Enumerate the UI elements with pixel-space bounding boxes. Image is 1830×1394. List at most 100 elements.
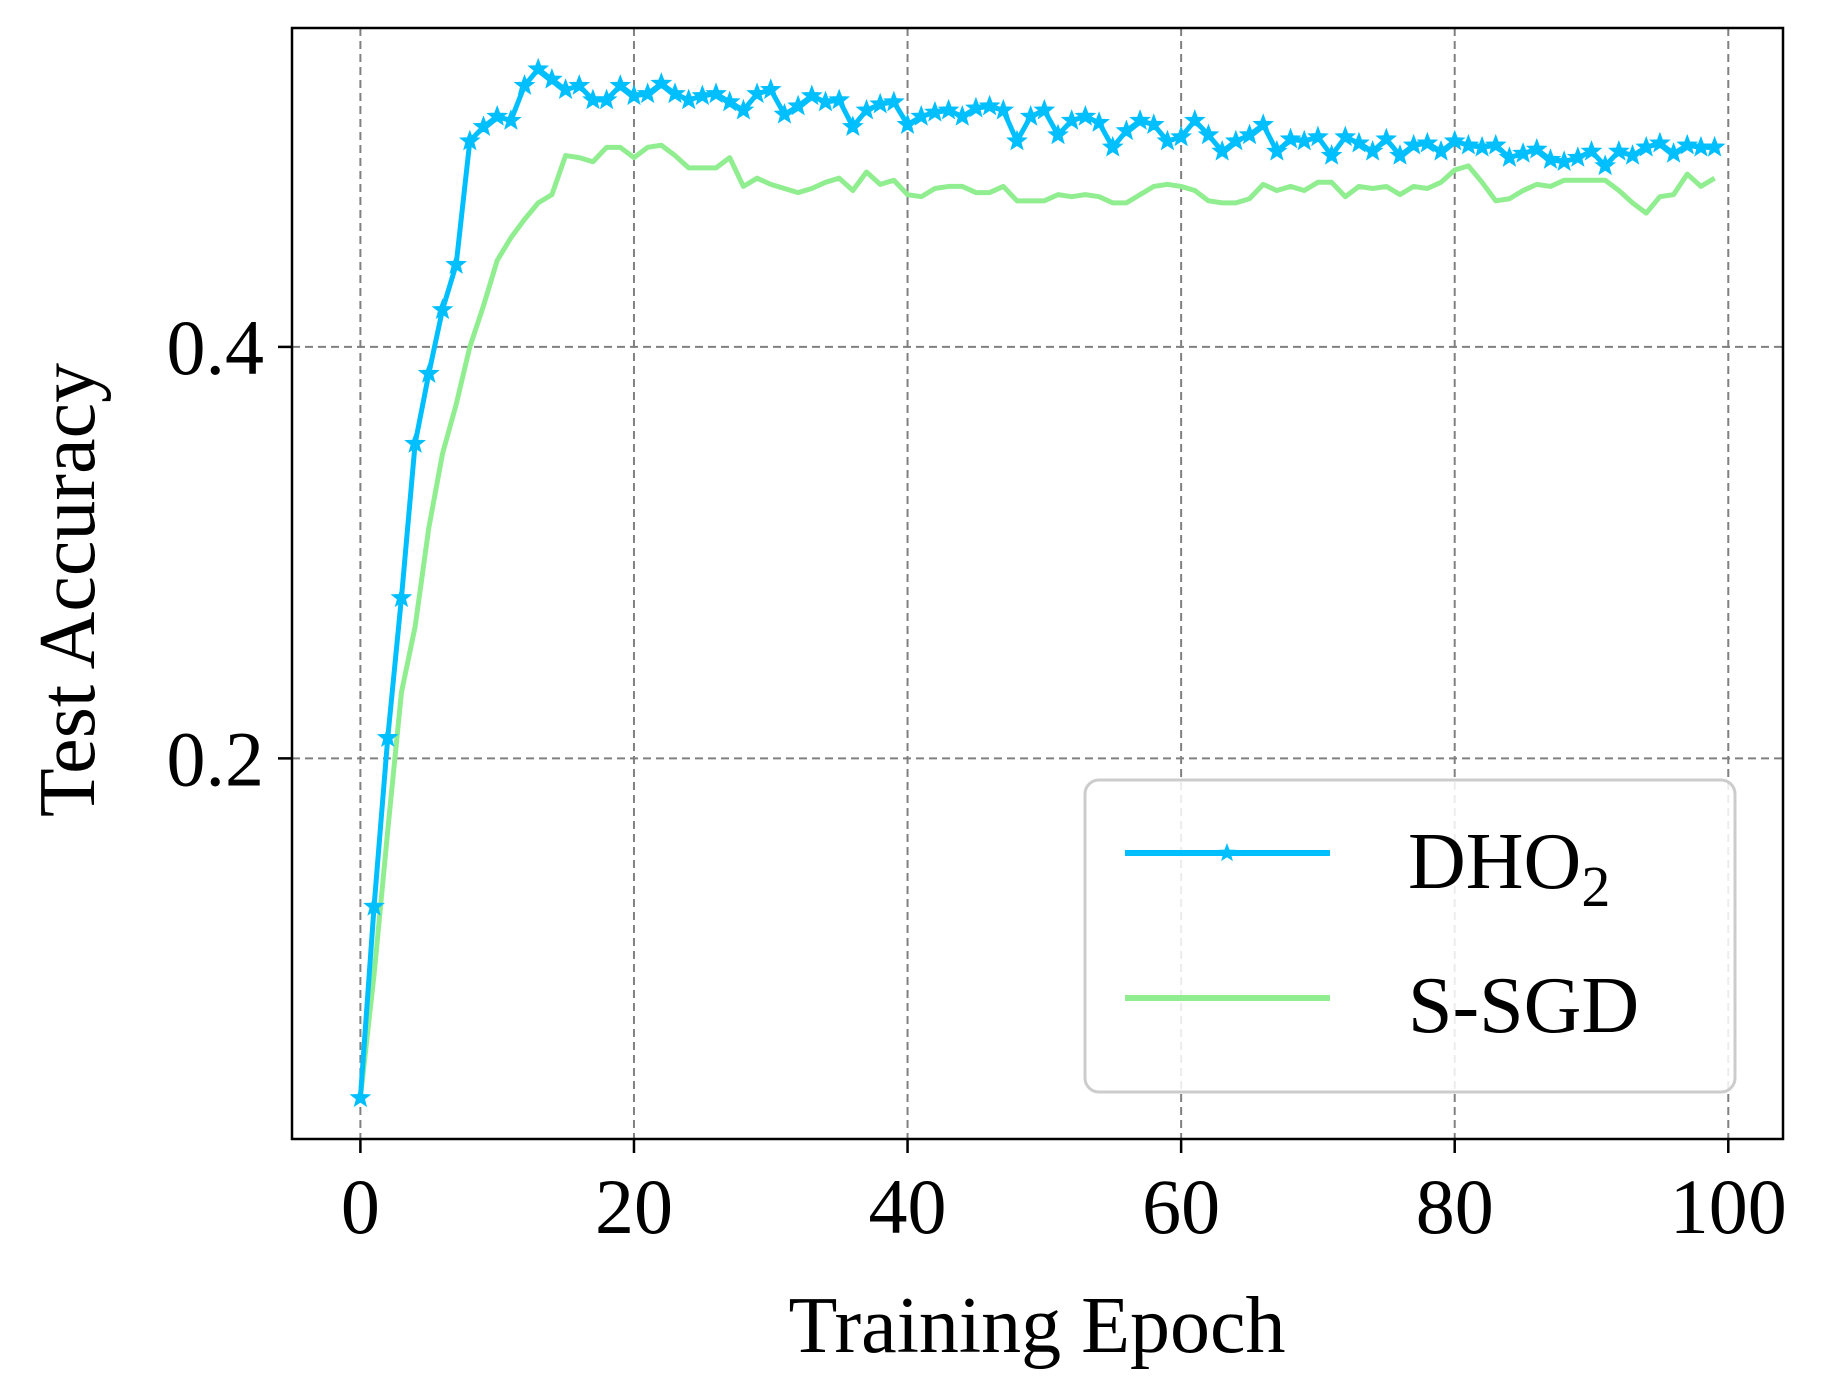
data-point-dho2 xyxy=(445,253,468,274)
data-point-dho2 xyxy=(1525,137,1548,159)
x-tick-label: 0 xyxy=(341,1163,380,1250)
data-point-dho2 xyxy=(746,82,768,104)
data-point-dho2 xyxy=(883,90,905,112)
data-point-dho2 xyxy=(1060,109,1083,130)
data-point-dho2 xyxy=(1471,135,1493,157)
data-point-dho2 xyxy=(1703,135,1726,157)
data-point-dho2 xyxy=(924,100,946,122)
data-point-dho2 xyxy=(1621,144,1644,165)
data-point-dho2 xyxy=(1594,154,1617,176)
data-point-dho2 xyxy=(1334,125,1357,147)
data-point-dho2 xyxy=(1580,140,1603,161)
data-point-dho2 xyxy=(349,1086,372,1108)
data-point-dho2 xyxy=(896,113,919,134)
data-point-dho2 xyxy=(1649,131,1671,153)
data-point-dho2 xyxy=(828,88,851,110)
x-tick-label: 40 xyxy=(869,1163,947,1250)
data-point-dho2 xyxy=(1170,125,1192,147)
data-point-dho2 xyxy=(1006,129,1028,151)
data-point-dho2 xyxy=(1416,131,1439,153)
plot-frame xyxy=(290,26,1785,1141)
data-point-dho2 xyxy=(527,57,550,79)
data-point-dho2 xyxy=(541,68,563,89)
data-point-dho2 xyxy=(1156,129,1179,151)
data-point-dho2 xyxy=(841,115,864,137)
data-point-dho2 xyxy=(787,94,809,116)
data-point-dho2 xyxy=(1279,127,1302,149)
data-point-dho2 xyxy=(992,98,1015,120)
data-point-dho2 xyxy=(1553,150,1576,171)
data-point-dho2 xyxy=(705,82,727,104)
x-tick-label: 20 xyxy=(595,1163,673,1250)
data-point-dho2 xyxy=(1047,123,1069,145)
data-point-dho2 xyxy=(1635,135,1658,157)
data-point-dho2 xyxy=(1498,146,1521,167)
data-point-dho2 xyxy=(1142,113,1165,134)
data-point-dho2 xyxy=(800,84,823,106)
legend-label-s-sgd: S-SGD xyxy=(1408,962,1639,1050)
legend-label-dho2-base: DHO xyxy=(1408,818,1581,906)
data-point-dho2 xyxy=(1197,123,1220,145)
data-point-dho2 xyxy=(1019,105,1042,126)
data-point-dho2 xyxy=(1101,135,1124,157)
data-point-dho2 xyxy=(431,298,454,320)
data-point-dho2 xyxy=(1457,133,1480,155)
data-point-dho2 xyxy=(609,74,632,95)
data-point-dho2 xyxy=(595,88,618,110)
legend-box xyxy=(1083,778,1737,1094)
data-point-dho2 xyxy=(636,82,659,104)
data-point-dho2 xyxy=(1129,109,1151,130)
data-point-dho2 xyxy=(1430,140,1452,161)
data-point-dho2 xyxy=(1224,129,1247,151)
x-axis-label: Training Epoch xyxy=(788,1282,1285,1370)
y-axis-label: Test Accuracy xyxy=(24,363,112,817)
data-point-dho2 xyxy=(677,88,700,110)
data-point-dho2 xyxy=(732,98,755,120)
series-line-s-sgd xyxy=(357,142,1716,1099)
data-point-dho2 xyxy=(499,109,522,130)
data-point-dho2 xyxy=(1033,98,1056,120)
data-point-dho2 xyxy=(472,115,495,137)
data-point-dho2 xyxy=(513,74,536,95)
data-point-dho2 xyxy=(1074,105,1097,126)
series-dho2 xyxy=(349,57,1726,1108)
data-point-dho2 xyxy=(1361,140,1384,161)
data-point-dho2 xyxy=(1307,125,1329,147)
data-point-dho2 xyxy=(1183,109,1206,130)
ticks: 0 20 40 60 80 100 0.2 0.4 xyxy=(167,304,1787,1250)
data-point-dho2 xyxy=(376,726,399,748)
data-point-dho2 xyxy=(1566,146,1589,167)
y-tick-label: 0.4 xyxy=(167,304,265,391)
x-tick-label: 100 xyxy=(1670,1163,1787,1250)
data-point-dho2 xyxy=(1320,144,1343,165)
data-point-dho2 xyxy=(1238,123,1261,145)
data-point-dho2 xyxy=(1252,113,1275,134)
series-layer xyxy=(349,57,1726,1108)
data-point-dho2 xyxy=(1375,127,1398,149)
legend-marker-dho2 xyxy=(1217,843,1237,862)
data-point-dho2 xyxy=(664,82,686,104)
data-point-dho2 xyxy=(554,78,577,99)
legend: DHO2 S-SGD xyxy=(1083,778,1737,1094)
data-point-dho2 xyxy=(1607,140,1630,161)
data-point-dho2 xyxy=(1662,142,1685,163)
data-point-dho2 xyxy=(1389,144,1411,165)
data-point-dho2 xyxy=(937,98,960,120)
y-tick-label: 0.2 xyxy=(167,715,265,802)
data-point-dho2 xyxy=(759,78,782,99)
data-point-dho2 xyxy=(417,362,440,383)
data-point-dho2 xyxy=(1293,129,1316,151)
data-point-dho2 xyxy=(1348,131,1370,153)
data-point-dho2 xyxy=(486,105,509,126)
data-point-dho2 xyxy=(1088,111,1110,132)
data-point-dho2 xyxy=(1266,140,1288,161)
data-point-dho2 xyxy=(650,72,673,93)
legend-label-dho2: DHO2 xyxy=(1408,818,1610,919)
data-point-dho2 xyxy=(1211,140,1234,161)
data-point-dho2 xyxy=(978,94,1001,116)
data-point-dho2 xyxy=(910,105,933,126)
data-point-dho2 xyxy=(363,895,385,916)
data-point-dho2 xyxy=(1115,119,1138,141)
